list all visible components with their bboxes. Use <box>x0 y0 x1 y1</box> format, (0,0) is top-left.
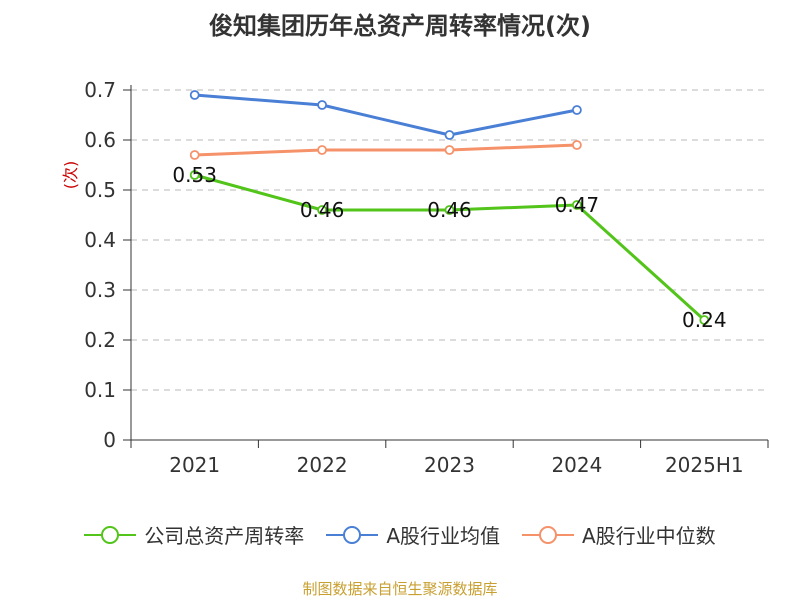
axis-layer: 0 0.1 0.2 0.3 0.4 0.5 0.6 0.7 2021 2022 2023 2024 20… <box>61 78 769 477</box>
series-point-2 <box>444 130 455 140</box>
legend-item-series-1[interactable]: 公司总资产周转率 <box>84 520 304 549</box>
legend-item-series-3[interactable]: A股行业中位数 <box>522 520 716 549</box>
y-tick-label: 0.1 <box>84 378 116 402</box>
series-point-3 <box>317 145 328 155</box>
series-layer <box>189 90 710 325</box>
y-axis-unit-label: (次) <box>61 161 80 190</box>
x-tick-label: 2024 <box>551 453 602 477</box>
x-tick-label: 2025H1 <box>665 453 744 477</box>
series-point-3 <box>572 140 582 150</box>
y-tick-label: 0 <box>103 428 116 452</box>
x-tick-label: 2022 <box>297 453 348 477</box>
series-point-3 <box>444 145 455 155</box>
label-layer: 0.53 0.46 0.46 0.47 0.24 <box>172 163 726 332</box>
series-point-3 <box>189 150 200 160</box>
legend-line-marker-icon <box>326 525 379 544</box>
series-line-3 <box>194 143 577 157</box>
source-note: 制图数据来自恒生聚源数据库 <box>302 580 498 598</box>
legend-label-series-3: A股行业中位数 <box>582 524 716 548</box>
series-point-2 <box>572 105 582 115</box>
x-tick-label: 2023 <box>424 453 475 477</box>
series-line-1 <box>194 173 706 322</box>
series-point-1 <box>572 200 582 210</box>
data-label: 0.53 <box>172 163 217 187</box>
y-tick-label: 0.6 <box>84 128 116 152</box>
y-tick-label: 0.7 <box>84 78 116 102</box>
legend-label-series-1: 公司总资产周转率 <box>144 524 305 548</box>
y-tick-label: 0.5 <box>84 178 116 202</box>
y-tick-label: 0.2 <box>84 328 116 352</box>
chart-title: 俊知集团历年总资产周转率情况(次) <box>209 12 591 40</box>
series-point-1 <box>444 205 455 215</box>
y-tick-label: 0.3 <box>84 278 116 302</box>
series-point-1 <box>189 170 200 180</box>
series-point-2 <box>317 100 328 110</box>
legend-line-marker-icon <box>84 525 137 544</box>
data-label: 0.47 <box>555 193 600 217</box>
series-point-2 <box>189 90 200 100</box>
series-point-1 <box>699 315 710 325</box>
y-tick-label: 0.4 <box>84 228 116 252</box>
legend-line-marker-icon <box>522 525 574 544</box>
x-tick-label: 2021 <box>169 453 220 477</box>
data-label: 0.46 <box>427 198 472 222</box>
legend: 公司总资产周转率 A股行业均值 A股行业中位数 <box>0 520 800 549</box>
data-label: 0.24 <box>682 308 727 332</box>
legend-item-series-2[interactable]: A股行业均值 <box>326 520 500 549</box>
series-point-1 <box>317 205 328 215</box>
series-line-2 <box>194 93 578 137</box>
legend-label-series-2: A股行业均值 <box>386 524 500 548</box>
grid-layer <box>131 89 768 391</box>
data-label: 0.46 <box>300 198 345 222</box>
